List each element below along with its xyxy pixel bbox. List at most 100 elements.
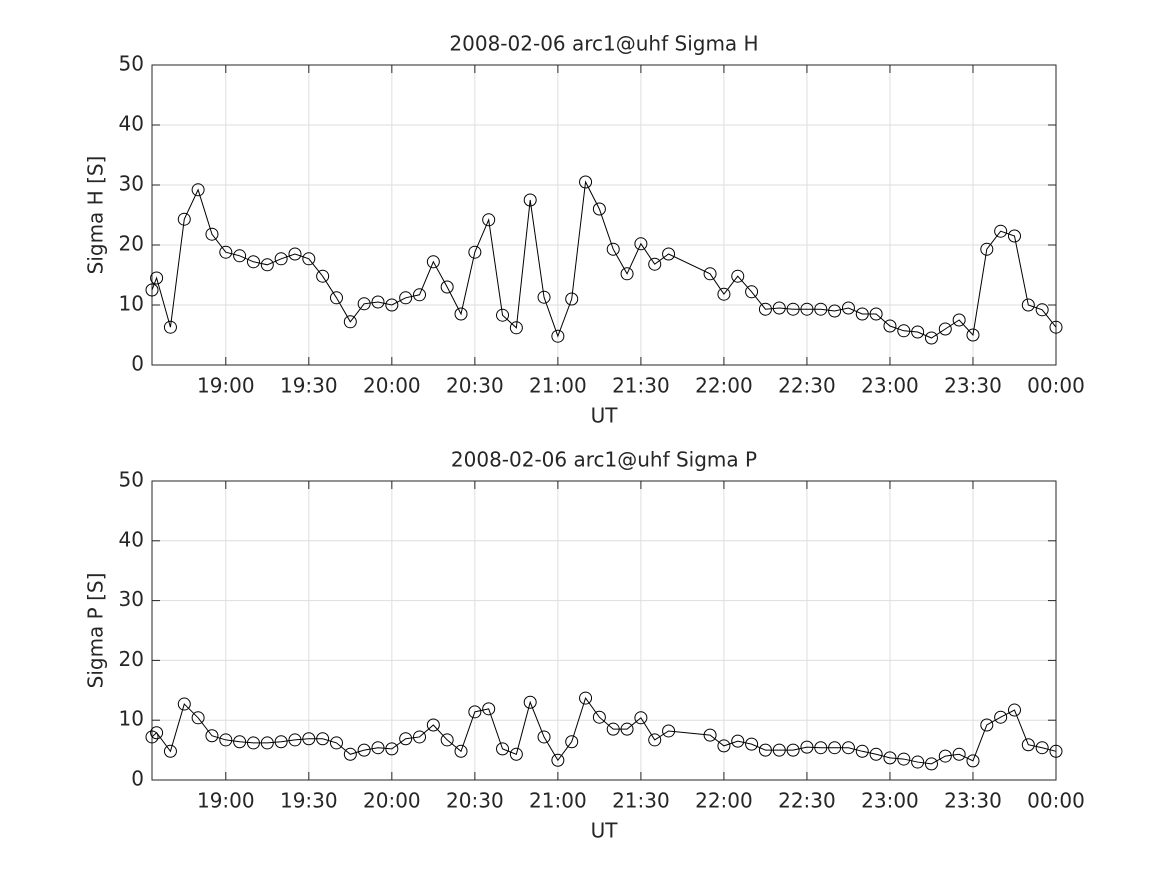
data-point (924, 331, 938, 345)
data-point (205, 227, 219, 241)
data-point (302, 252, 316, 266)
data-point (1049, 320, 1063, 334)
data-point (606, 722, 620, 736)
y-tick-label: 40 (119, 527, 144, 551)
y-tick-label: 0 (131, 767, 144, 791)
data-point (260, 736, 274, 750)
chart-title: 2008-02-06 arc1@uhf Sigma P (451, 448, 757, 472)
data-point (399, 732, 413, 746)
x-tick-label: 19:00 (197, 374, 255, 398)
data-point (357, 743, 371, 757)
data-point (274, 735, 288, 749)
data-point (606, 242, 620, 256)
data-point (343, 747, 357, 761)
data-point (509, 321, 523, 335)
data-point (454, 307, 468, 321)
data-point (579, 691, 593, 705)
x-tick-label: 23:30 (944, 374, 1002, 398)
data-point (897, 324, 911, 338)
data-point (246, 736, 260, 750)
data-point (758, 302, 772, 316)
y-axis-label: Sigma P [S] (84, 573, 108, 689)
x-tick-label: 20:00 (363, 789, 421, 813)
y-tick-label: 50 (119, 52, 144, 76)
data-point (426, 255, 440, 269)
data-point (163, 744, 177, 758)
data-point (1049, 744, 1063, 758)
data-point (648, 257, 662, 271)
data-point (357, 297, 371, 311)
data-point (911, 755, 925, 769)
data-point (385, 742, 399, 756)
data-point (662, 724, 676, 738)
data-point (938, 749, 952, 763)
y-tick-label: 0 (131, 352, 144, 376)
data-point (496, 308, 510, 322)
x-tick-label: 19:00 (197, 789, 255, 813)
x-tick-label: 00:00 (1027, 789, 1085, 813)
data-point (855, 307, 869, 321)
data-point (828, 741, 842, 755)
data-point (883, 319, 897, 333)
data-point (219, 733, 233, 747)
data-point (1021, 298, 1035, 312)
data-point (620, 722, 634, 736)
data-point (399, 291, 413, 305)
data-point (841, 301, 855, 315)
data-point (634, 237, 648, 251)
data-point (662, 247, 676, 261)
data-line (151, 696, 1057, 765)
data-point (911, 325, 925, 339)
data-point (537, 290, 551, 304)
y-tick-label: 40 (119, 112, 144, 136)
data-point (150, 271, 164, 285)
chart-title: 2008-02-06 arc1@uhf Sigma H (449, 32, 758, 56)
data-point (523, 193, 537, 207)
data-point (814, 741, 828, 755)
y-tick-label: 20 (119, 232, 144, 256)
data-point (980, 242, 994, 256)
data-point (177, 212, 191, 226)
data-point (828, 304, 842, 318)
data-point (316, 269, 330, 283)
data-point (745, 285, 759, 299)
data-point (758, 743, 772, 757)
data-point (924, 757, 938, 771)
data-point (579, 175, 593, 189)
data-point (145, 730, 159, 744)
data-point (454, 744, 468, 758)
data-point (703, 728, 717, 742)
x-tick-label: 22:00 (695, 789, 753, 813)
x-tick-label: 20:30 (446, 789, 504, 813)
data-point (343, 315, 357, 329)
data-point (980, 718, 994, 732)
data-point (592, 710, 606, 724)
x-tick-label: 20:00 (363, 374, 421, 398)
x-tick-label: 00:00 (1027, 374, 1085, 398)
x-tick-label: 21:30 (612, 789, 670, 813)
data-point (468, 245, 482, 259)
data-point (703, 267, 717, 281)
data-point (1007, 229, 1021, 243)
data-point (745, 737, 759, 751)
y-tick-label: 10 (119, 707, 144, 731)
data-point (869, 747, 883, 761)
data-point (371, 741, 385, 755)
data-point (385, 298, 399, 312)
x-tick-label: 23:00 (861, 374, 919, 398)
data-point (260, 258, 274, 272)
data-point (482, 702, 496, 716)
y-tick-label: 20 (119, 647, 144, 671)
data-point (177, 697, 191, 711)
data-line (151, 180, 1057, 339)
x-axis-label: UT (591, 404, 619, 428)
x-tick-label: 20:30 (446, 374, 504, 398)
x-tick-label: 22:00 (695, 374, 753, 398)
y-axis-label: Sigma H [S] (84, 156, 108, 275)
data-point (288, 733, 302, 747)
data-point (551, 329, 565, 343)
data-point (938, 322, 952, 336)
data-point (205, 729, 219, 743)
